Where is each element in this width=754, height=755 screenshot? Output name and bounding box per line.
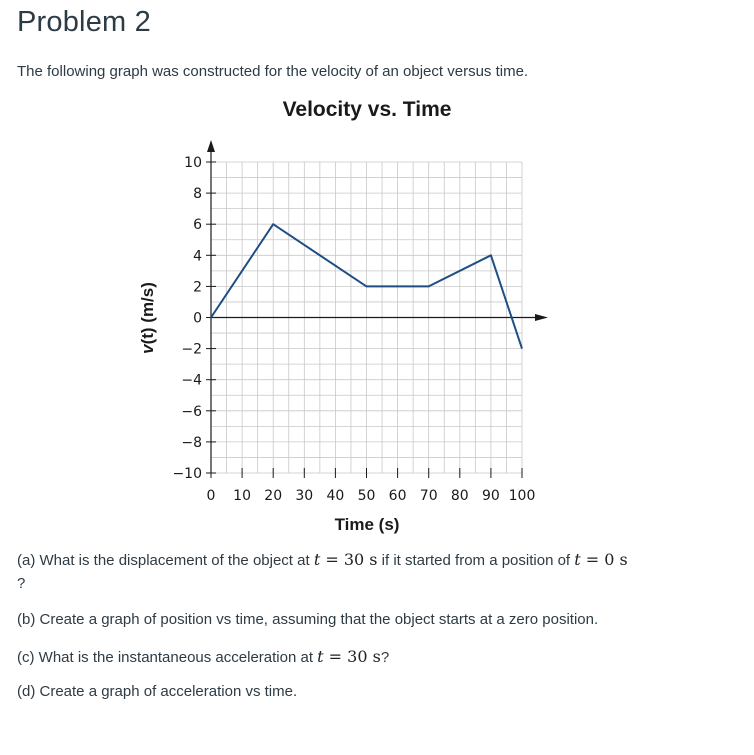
x-tick-label: 60 [389, 488, 407, 504]
question-c-math: t = 30 s [317, 647, 381, 666]
x-axis-arrow [535, 314, 548, 321]
axes [206, 140, 548, 478]
question-c-end: ? [380, 649, 390, 666]
y-tick-label: 6 [193, 217, 202, 233]
x-tick-label: 90 [482, 488, 500, 504]
x-axis-label: Time (s) [335, 515, 400, 534]
question-a-var-1: t [313, 550, 321, 569]
question-a-end: ? [17, 575, 26, 592]
y-tick-label: −8 [181, 435, 202, 451]
question-c: (c) What is the instantaneous accelerati… [17, 647, 389, 666]
y-tick-label: 8 [193, 186, 202, 202]
question-a-eq-1: = 30 s [320, 550, 378, 569]
y-tick-label: 10 [184, 155, 202, 171]
y-tick-label: −4 [181, 373, 202, 389]
question-c-eq: = 30 s [323, 647, 381, 666]
x-tick-label: 70 [420, 488, 438, 504]
y-axis-label: v(t) (m/s) [138, 282, 157, 354]
y-tick-label: 2 [193, 279, 202, 295]
x-tick-label: 10 [233, 488, 251, 504]
question-c-prefix: (c) What is the instantaneous accelerati… [17, 649, 318, 666]
y-tick-label: −10 [172, 466, 202, 482]
chart-title: Velocity vs. Time [283, 98, 452, 121]
question-b: (b) Create a graph of position vs time, … [17, 611, 599, 628]
y-axis-label-unit: (m/s) [138, 282, 157, 327]
y-tick-label: 0 [193, 311, 202, 327]
question-a-eq-2: = 0 s [580, 550, 628, 569]
y-axis-label-arg: (t) [138, 327, 157, 344]
x-tick-label: 30 [295, 488, 313, 504]
question-a-middle: if it started from a position of [377, 552, 575, 569]
x-tick-label: 20 [264, 488, 282, 504]
question-c-var: t [317, 647, 324, 666]
series-layer [210, 223, 523, 349]
y-tick-label: 4 [193, 248, 202, 264]
question-a-math-1: t = 30 s [314, 550, 378, 569]
y-axis-label-var: v [138, 343, 157, 354]
question-a: (a) What is the displacement of the obje… [17, 550, 628, 569]
question-d: (d) Create a graph of acceleration vs ti… [17, 683, 298, 700]
x-tick-label: 40 [326, 488, 344, 504]
problem-title: Problem 2 [17, 6, 151, 38]
x-tick-label: 0 [207, 488, 216, 504]
x-tick-label: 100 [509, 488, 536, 504]
x-tick-label: 80 [451, 488, 469, 504]
y-tick-label: −6 [181, 404, 202, 420]
y-tick-label: −2 [181, 342, 202, 358]
question-a-math-2: t = 0 s [574, 550, 628, 569]
question-a-var-2: t [574, 550, 581, 569]
velocity-line [210, 223, 523, 349]
x-tick-label: 50 [358, 488, 376, 504]
intro-text: The following graph was constructed for … [17, 63, 529, 80]
question-a-prefix: (a) What is the displacement of the obje… [17, 552, 314, 569]
y-axis-arrow [207, 140, 215, 152]
